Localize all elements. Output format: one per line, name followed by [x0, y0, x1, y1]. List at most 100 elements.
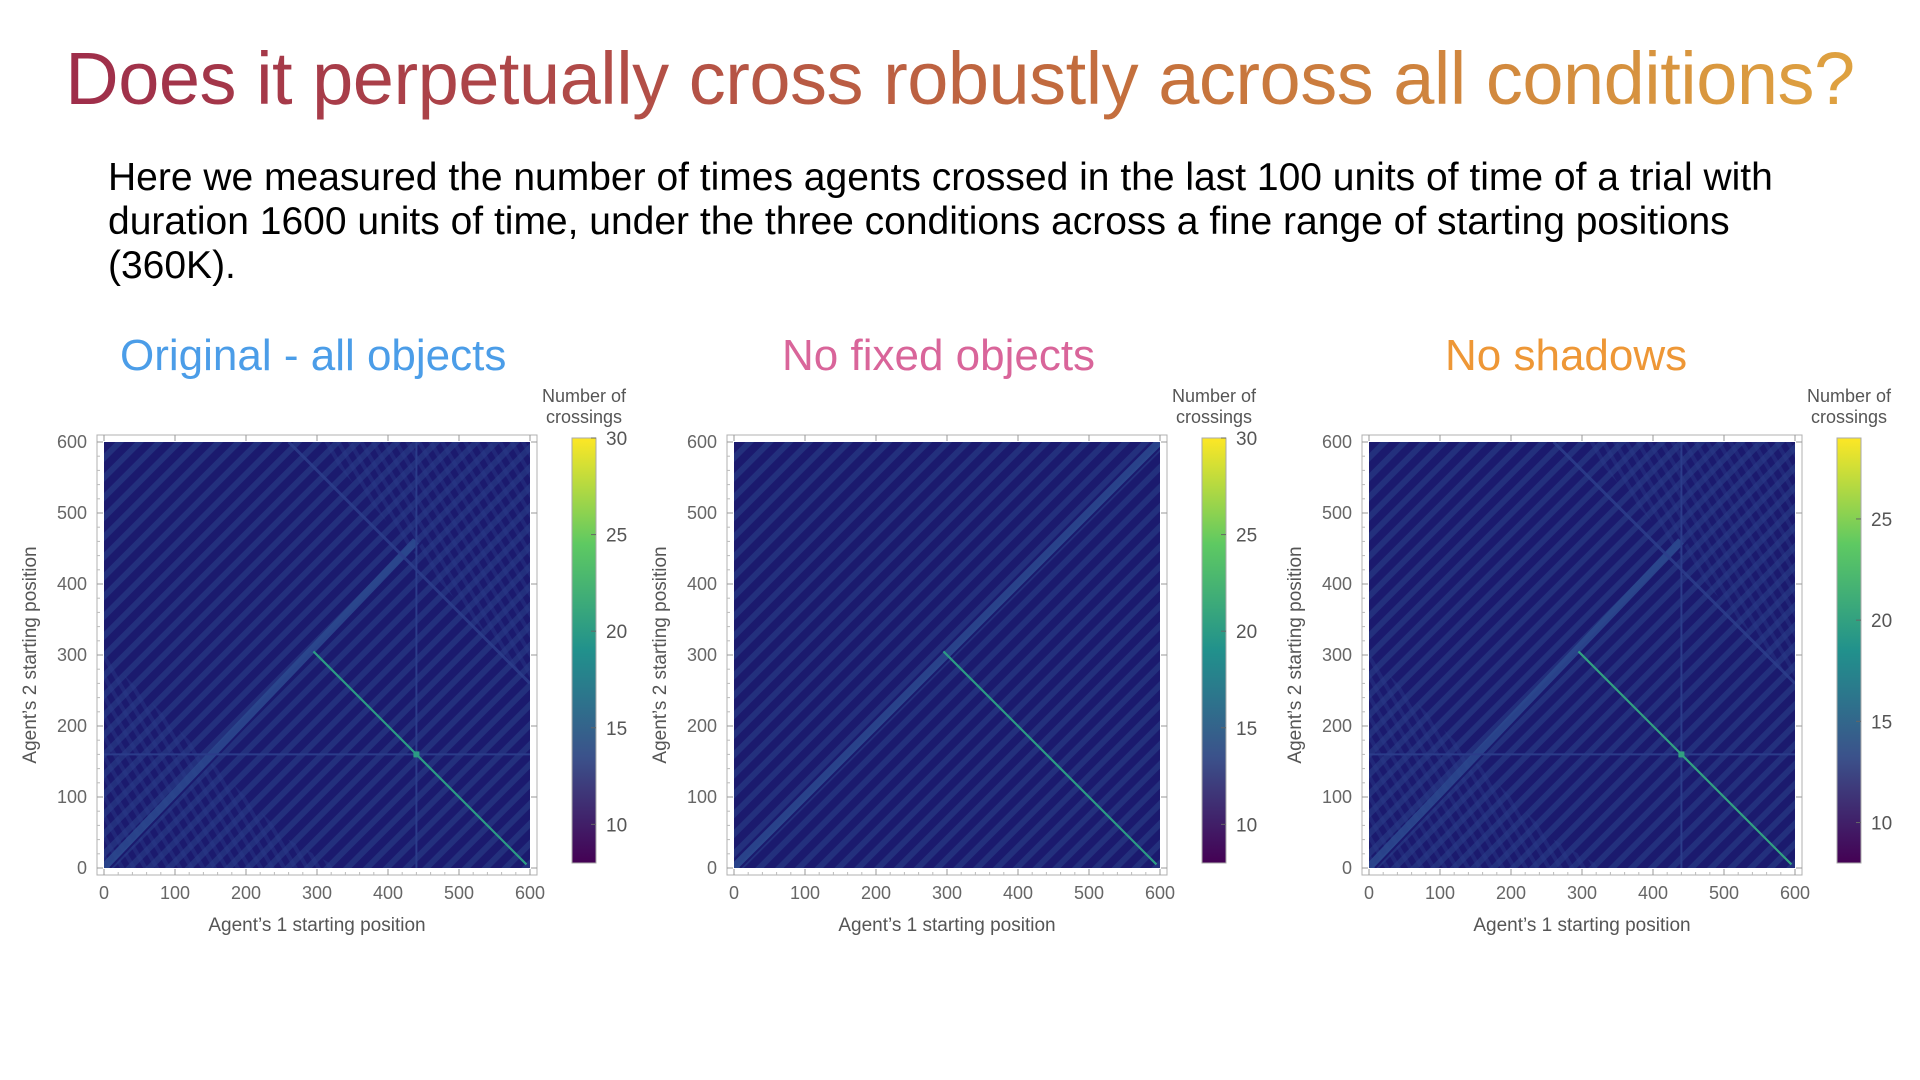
- intro-text: Here we measured the number of times age…: [108, 156, 1773, 287]
- moire-region-lower-left: [104, 655, 339, 868]
- high-crossing-line: [312, 650, 528, 866]
- chart-panel-no-fixed-objects: No fixed objects Number of crossings 0 100 2…: [630, 320, 1270, 960]
- x-tick-label: 500: [1709, 883, 1739, 903]
- y-tick-label: 100: [687, 787, 717, 807]
- x-axis-label: Agent’s 1 starting position: [838, 915, 1055, 936]
- x-tick-label: 200: [1496, 883, 1526, 903]
- diagonal-band: [104, 538, 420, 868]
- colorbar-tick-label: 15: [606, 719, 627, 740]
- heatmap-area: [1369, 442, 1795, 868]
- x-tick-label: 100: [1425, 883, 1455, 903]
- x-tick-label: 400: [373, 883, 403, 903]
- anti-diagonal-line: [1552, 442, 1795, 685]
- x-tick-label: 500: [1074, 883, 1104, 903]
- colorbar-tick-label: 20: [1236, 622, 1257, 643]
- x-tick-label: 100: [160, 883, 190, 903]
- colorbar-title: Number of crossings: [532, 386, 636, 428]
- heatmap-chart: 0 100 200 300 400 500 600 0 100 200 300 400 500 600 Ag…: [650, 429, 1257, 936]
- x-tick-label: 600: [1780, 883, 1810, 903]
- y-tick-label: 600: [687, 432, 717, 452]
- diagonal-band: [1369, 538, 1685, 868]
- y-tick-label: 600: [57, 432, 87, 452]
- colorbar-tick-label: 20: [606, 622, 627, 643]
- colorbar-tick-label: 10: [1236, 815, 1257, 836]
- high-crossing-line: [1577, 650, 1793, 866]
- y-tick-label: 200: [687, 716, 717, 736]
- moire-region-upper-right: [1582, 442, 1795, 684]
- x-tick-label: 200: [861, 883, 891, 903]
- x-tick-label: 300: [302, 883, 332, 903]
- y-tick-label: 200: [57, 716, 87, 736]
- colorbar-title-line-2: crossings: [1810, 407, 1888, 427]
- heatmap-area: [104, 442, 530, 868]
- colorbar-title-line-1: Number of: [1806, 386, 1892, 406]
- colorbar-title: Number of crossings: [1797, 386, 1901, 428]
- intersection-marker: [413, 751, 420, 758]
- y-tick-label: 100: [57, 787, 87, 807]
- colorbar-title-line-2: crossings: [545, 407, 623, 427]
- slide-title: Does it perpetually cross robustly acros…: [0, 34, 1920, 124]
- y-axis-label: Agent’s 2 starting position: [20, 546, 41, 763]
- heatmap-chart: 0 100 200 300 400 500 600 0 100 200 300 400 500 600 Ag…: [20, 429, 627, 936]
- moire-region-upper-right: [317, 442, 530, 684]
- colorbar-tick-label: 15: [1236, 719, 1257, 740]
- colorbar-tick-label: 25: [606, 526, 627, 547]
- colorbar: [571, 437, 597, 864]
- y-tick-label: 500: [687, 503, 717, 523]
- y-tick-label: 0: [707, 858, 717, 878]
- colorbar-title-line-2: crossings: [1175, 407, 1253, 427]
- y-tick-label: 200: [1322, 716, 1352, 736]
- colorbar: [1836, 437, 1862, 864]
- y-axis-label: Agent’s 2 starting position: [1285, 546, 1306, 763]
- diagonal-band-edge: [109, 540, 424, 868]
- intersection-marker: [1678, 751, 1685, 758]
- y-tick-label: 300: [1322, 645, 1352, 665]
- x-tick-label: 200: [231, 883, 261, 903]
- y-tick-label: 300: [687, 645, 717, 665]
- high-crossing-line: [942, 650, 1158, 866]
- x-tick-label: 0: [1364, 883, 1374, 903]
- y-tick-label: 300: [57, 645, 87, 665]
- y-tick-label: 400: [1322, 574, 1352, 594]
- colorbar-tick-label: 30: [606, 429, 627, 450]
- y-tick-label: 400: [57, 574, 87, 594]
- colorbar-title-line-1: Number of: [541, 386, 627, 406]
- anti-diagonal-line: [287, 442, 530, 685]
- x-tick-label: 300: [1567, 883, 1597, 903]
- chart-panel-original: Original - all objects Number of crossing…: [0, 320, 640, 960]
- y-tick-label: 100: [1322, 787, 1352, 807]
- x-tick-label: 600: [515, 883, 545, 903]
- chart-title-no-shadows: No shadows: [1445, 331, 1688, 380]
- chart-title-original: Original - all objects: [120, 331, 507, 380]
- x-tick-label: 500: [444, 883, 474, 903]
- x-tick-label: 0: [99, 883, 109, 903]
- colorbar-tick-label: 10: [606, 815, 627, 836]
- colorbar-tick-label: 10: [1871, 814, 1892, 835]
- y-axis-label: Agent’s 2 starting position: [650, 546, 671, 763]
- x-tick-label: 400: [1003, 883, 1033, 903]
- x-tick-label: 600: [1145, 883, 1175, 903]
- colorbar: [1201, 437, 1227, 864]
- x-tick-label: 0: [729, 883, 739, 903]
- y-tick-label: 0: [1342, 858, 1352, 878]
- y-tick-label: 400: [687, 574, 717, 594]
- chart-panel-no-shadows: No shadows Number of crossings 0 100 200 300 4…: [1265, 320, 1905, 960]
- colorbar-title-line-1: Number of: [1171, 386, 1257, 406]
- x-axis-label: Agent’s 1 starting position: [208, 915, 425, 936]
- moire-region-lower-left: [1369, 655, 1604, 868]
- colorbar-tick-label: 30: [1236, 429, 1257, 450]
- colorbar-tick-label: 15: [1871, 712, 1892, 733]
- chart-title-no-fixed-objects: No fixed objects: [782, 331, 1096, 380]
- colorbar-tick-label: 20: [1871, 611, 1892, 632]
- x-axis-label: Agent’s 1 starting position: [1473, 915, 1690, 936]
- y-tick-label: 0: [77, 858, 87, 878]
- colorbar-tick-label: 25: [1236, 526, 1257, 547]
- y-tick-label: 500: [57, 503, 87, 523]
- colorbar-title: Number of crossings: [1162, 386, 1266, 428]
- x-tick-label: 400: [1638, 883, 1668, 903]
- colorbar-tick-label: 25: [1871, 510, 1892, 531]
- y-tick-label: 500: [1322, 503, 1352, 523]
- heatmap-area: [734, 442, 1160, 868]
- heatmap-chart: 0 100 200 300 400 500 600 0 100 200 300 400 500 600 Ag…: [1285, 432, 1892, 936]
- diagonal-band-edge: [739, 446, 1160, 868]
